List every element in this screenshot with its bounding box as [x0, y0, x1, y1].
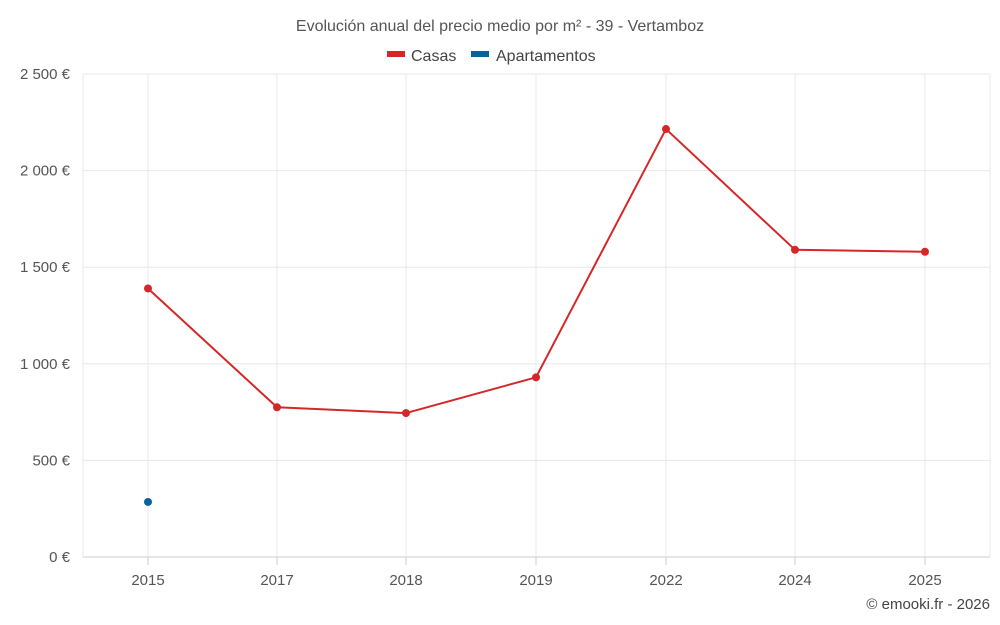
x-tick-label: 2019	[519, 572, 552, 589]
y-tick-label: 2 500 €	[20, 66, 71, 83]
data-point-casas-2024[interactable]	[791, 245, 799, 254]
chart-title: Evolución anual del precio medio por m² …	[296, 18, 704, 35]
credit-text[interactable]: © emooki.fr - 2026	[866, 596, 990, 613]
data-point-casas-2015[interactable]	[144, 284, 152, 293]
data-point-casas-2019[interactable]	[532, 373, 540, 382]
data-point-casas-2022[interactable]	[662, 125, 670, 134]
grid	[82, 73, 991, 558]
x-tick-label: 2017	[260, 572, 293, 589]
y-tick-label: 2 000 €	[20, 163, 71, 180]
x-axis: 2015 2017 2018 2019 2022 2024 2025	[131, 557, 942, 589]
data-point-casas-2017[interactable]	[273, 403, 281, 412]
legend-label-casas[interactable]: Casas	[411, 48, 456, 65]
y-tick-label: 1 000 €	[20, 356, 71, 373]
legend-swatch-apartamentos	[471, 51, 489, 57]
x-tick-label: 2024	[778, 572, 811, 589]
x-tick-label: 2015	[131, 572, 164, 589]
x-tick-label: 2022	[649, 572, 682, 589]
legend-label-apartamentos[interactable]: Apartamentos	[496, 48, 596, 65]
y-tick-label: 1 500 €	[20, 259, 71, 276]
data-point-apartamentos-2015[interactable]	[144, 497, 152, 506]
legend-swatch-casas	[387, 51, 405, 57]
legend: Casas Apartamentos	[387, 48, 596, 65]
y-axis: 0 € 500 € 1 000 € 1 500 € 2 000 € 2 500 €	[20, 66, 71, 566]
data-point-casas-2018[interactable]	[402, 409, 410, 418]
y-tick-label: 500 €	[32, 452, 70, 469]
x-tick-label: 2018	[389, 572, 422, 589]
series-layer	[144, 125, 929, 506]
x-tick-label: 2025	[908, 572, 941, 589]
data-point-casas-2025[interactable]	[921, 247, 929, 256]
y-tick-label: 0 €	[49, 549, 71, 566]
